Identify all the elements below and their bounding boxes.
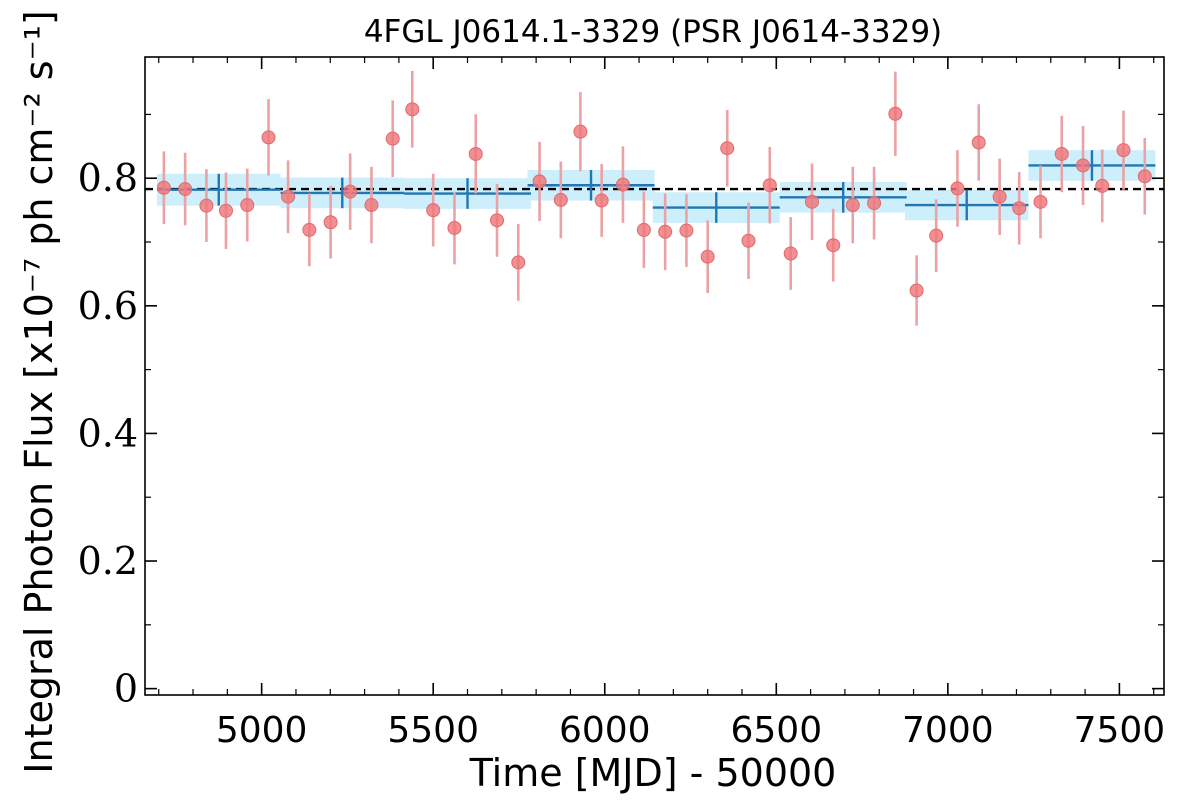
short-bin-point (281, 189, 296, 204)
short-bin-point (405, 102, 420, 117)
short-bin-point (199, 198, 214, 213)
x-tick-label: 5000 (216, 710, 308, 751)
x-tick-label: 7500 (1074, 710, 1166, 751)
short-bin-point (971, 135, 986, 150)
short-bin-point (867, 196, 882, 211)
short-bin-point (1012, 201, 1027, 216)
x-tick-label: 6500 (730, 710, 822, 751)
short-bin-point (553, 192, 568, 207)
short-bin-point (1076, 158, 1091, 173)
y-axis-label: Integral Photon Flux [x10⁻⁷ ph cm⁻² s⁻¹] (17, 10, 61, 773)
short-bin-point (888, 106, 903, 121)
short-bin-point (1095, 178, 1110, 193)
short-bin-point (426, 203, 441, 218)
plot-frame (144, 56, 1165, 696)
y-tick-label: 0.2 (78, 539, 138, 583)
short-bin-point (950, 181, 965, 196)
short-bin-point (1033, 194, 1048, 209)
x-tick-label: 6000 (559, 710, 651, 751)
y-tick-label: 0.8 (78, 156, 138, 200)
short-bin-point (1054, 146, 1069, 161)
short-bin-point (1137, 169, 1152, 184)
x-tick-label: 5500 (387, 710, 479, 751)
short-bin-point (762, 178, 777, 193)
short-bin-point (679, 223, 694, 238)
short-bin-point (323, 215, 338, 230)
short-bin-point (343, 184, 358, 199)
short-bin-point (573, 124, 588, 139)
short-bin-point (511, 255, 526, 270)
short-bin-point (594, 193, 609, 208)
short-bin-point (615, 177, 630, 192)
short-bin-point (532, 174, 547, 189)
y-tick-label: 0.4 (78, 411, 138, 455)
x-tick-label: 7000 (902, 710, 994, 751)
short-bin-point (1116, 143, 1131, 158)
short-bin-point (720, 141, 735, 156)
short-bin-point (240, 198, 255, 213)
short-bin-point (178, 182, 193, 197)
short-bin-point (468, 146, 483, 161)
short-bin-point (845, 198, 860, 213)
y-tick-label: 0 (114, 667, 138, 711)
y-tick-label: 0.6 (78, 284, 138, 328)
short-bin-point (783, 246, 798, 261)
short-bin-point (636, 222, 651, 237)
short-bin-point (804, 194, 819, 209)
short-bin-point (992, 189, 1007, 204)
short-bin-point (658, 224, 673, 239)
x-axis-label: Time [MJD] - 50000 (469, 751, 837, 795)
short-bin-point (302, 222, 317, 237)
short-bin-point (447, 220, 462, 235)
short-bin-point (156, 180, 171, 195)
short-bin-point (490, 213, 505, 228)
short-bin-point (700, 249, 715, 264)
short-bin-point (929, 228, 944, 243)
short-bin-point (741, 233, 756, 248)
short-bin-point (218, 203, 233, 218)
chart-title: 4FGL J0614.1-3329 (PSR J0614-3329) (364, 14, 942, 50)
short-bin-point (826, 238, 841, 253)
axis-ticks: 5000 5500 6000 6500 7000 7500 0 0.2 0.4 0.6 0.8 (78, 57, 1166, 751)
short-bin-point (909, 283, 924, 298)
plot-area (145, 71, 1164, 326)
short-bin-point (261, 130, 276, 145)
short-bin-point (385, 131, 400, 146)
short-bin-point (364, 198, 379, 213)
